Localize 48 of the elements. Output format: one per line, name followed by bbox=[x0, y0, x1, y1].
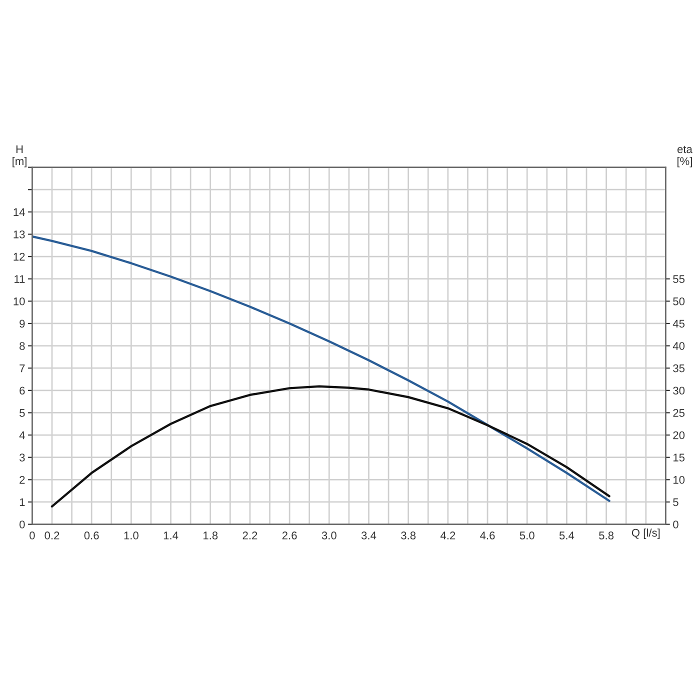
y2-axis-title: eta [%] bbox=[677, 146, 692, 168]
y-tick-label: 11 bbox=[14, 275, 25, 283]
y2-tick-label: 15 bbox=[673, 454, 685, 462]
y-tick-label: 5 bbox=[20, 409, 25, 417]
line-series bbox=[50, 385, 610, 508]
y-tick-label: 9 bbox=[20, 320, 25, 328]
x-tick-label: 5.0 bbox=[520, 532, 534, 540]
y-tick-label: 7 bbox=[20, 364, 25, 372]
y2-tick-label: 0 bbox=[673, 520, 678, 528]
y2-tick-label: 55 bbox=[673, 275, 685, 283]
x-tick-label: 3.4 bbox=[361, 532, 376, 540]
y2-tick-label: 10 bbox=[673, 476, 685, 484]
y-tick-label: 0 bbox=[20, 520, 25, 528]
x-tick-label: 5.8 bbox=[599, 532, 614, 540]
y-tick-label: 2 bbox=[20, 476, 25, 484]
x-tick-label: 3.0 bbox=[322, 532, 336, 540]
x-tick-label: 0.2 bbox=[44, 532, 60, 540]
y-tick-label: 6 bbox=[20, 386, 25, 395]
y2-tick-label: 30 bbox=[673, 386, 685, 395]
y-tick-label: 12 bbox=[14, 252, 25, 261]
y2-tick-label: 25 bbox=[673, 409, 685, 417]
line-series bbox=[32, 235, 610, 502]
y2-tick-label: 50 bbox=[673, 297, 685, 306]
y2-tick-label: 20 bbox=[673, 431, 685, 440]
y-tick-label: 10 bbox=[14, 297, 25, 306]
y2-tick-label: 45 bbox=[672, 320, 685, 328]
y-tick-label: 13 bbox=[14, 230, 25, 238]
y2-tick-label: 35 bbox=[673, 364, 685, 372]
y2-tick-label: 5 bbox=[673, 498, 678, 506]
x-tick-label: 0 bbox=[30, 532, 35, 540]
x-tick-label: 3.8 bbox=[401, 532, 416, 540]
x-tick-label: 1.0 bbox=[124, 532, 138, 540]
x-tick-label: 4.6 bbox=[480, 532, 495, 540]
x-tick-label: 1.8 bbox=[203, 532, 218, 540]
x-tick-label: 2.2 bbox=[242, 532, 258, 540]
y-tick-label: 14 bbox=[14, 208, 25, 216]
y-tick-label: 3 bbox=[20, 454, 25, 462]
y-tick-label: 1 bbox=[20, 498, 25, 506]
x-tick-label: 1.4 bbox=[164, 532, 178, 540]
x-tick-label: 2.6 bbox=[282, 532, 297, 540]
x-tick-label: 4.2 bbox=[440, 532, 456, 540]
y2-tick-label: 40 bbox=[672, 342, 685, 350]
y-tick-label: 4 bbox=[19, 431, 25, 440]
y-axis-title: H [m] bbox=[12, 145, 26, 168]
x-tick-label: 5.4 bbox=[559, 532, 574, 540]
x-axis-title: Q [l/s] bbox=[632, 528, 660, 539]
y-tick-label: 8 bbox=[20, 342, 25, 350]
x-tick-label: 0.6 bbox=[84, 532, 99, 540]
